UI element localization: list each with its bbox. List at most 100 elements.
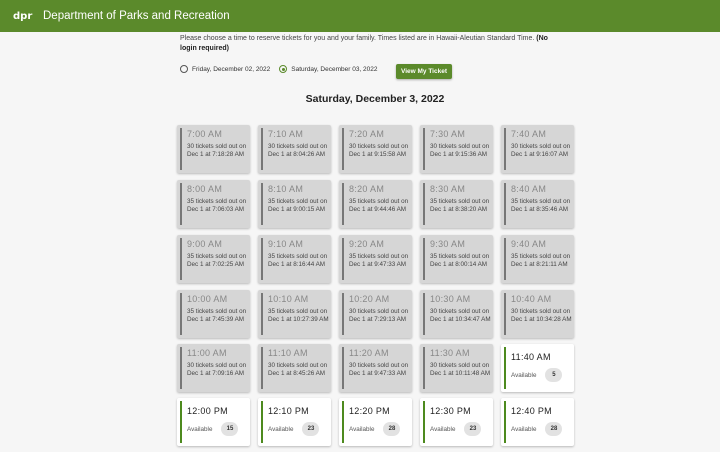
time-slot-sold-out: 9:10 AM 35 tickets sold out on Dec 1 at 8… (258, 235, 331, 283)
sold-out-info: 35 tickets sold out on Dec 1 at 8:21:11 … (511, 253, 571, 268)
available-label: Available (349, 425, 375, 433)
availability-row: Available 28 (511, 422, 574, 436)
slot-time: 8:40 AM (511, 184, 547, 194)
sold-out-info: 35 tickets sold out on Dec 1 at 8:00:14 … (430, 253, 490, 268)
sold-out-info: 35 tickets sold out on Dec 1 at 7:02:25 … (187, 253, 247, 268)
time-slot-available[interactable]: 12:30 PM Available 23 (420, 398, 493, 446)
time-slot-sold-out: 9:20 AM 35 tickets sold out on Dec 1 at 9… (339, 235, 412, 283)
view-my-ticket-button[interactable]: View My Ticket (396, 64, 452, 79)
sold-out-info: 30 tickets sold out on Dec 1 at 8:45:26 … (268, 362, 328, 377)
sold-out-info: 30 tickets sold out on Dec 1 at 10:34:28… (511, 308, 572, 323)
sold-out-info: 35 tickets sold out on Dec 1 at 8:35:46 … (511, 198, 571, 213)
slot-time: 11:20 AM (349, 348, 389, 358)
sold-out-info: 30 tickets sold out on Dec 1 at 7:18:28 … (187, 143, 247, 158)
date-selector: Friday, December 02, 2022 Saturday, Dece… (180, 65, 387, 73)
time-slot-sold-out: 7:10 AM 30 tickets sold out on Dec 1 at 8… (258, 125, 331, 173)
slot-time: 8:30 AM (430, 184, 466, 194)
sold-out-info: 30 tickets sold out on Dec 1 at 9:16:07 … (511, 143, 571, 158)
slot-time: 7:30 AM (430, 129, 466, 139)
slot-time: 11:10 AM (268, 348, 308, 358)
time-slot-sold-out: 9:00 AM 35 tickets sold out on Dec 1 at 7… (177, 235, 250, 283)
available-label: Available (187, 425, 213, 433)
date-option-label: Saturday, December 03, 2022 (291, 65, 378, 73)
sold-out-info: 30 tickets sold out on Dec 1 at 10:11:48… (430, 362, 491, 377)
time-slot-sold-out: 8:40 AM 35 tickets sold out on Dec 1 at 8… (501, 180, 574, 228)
sold-out-info: 35 tickets sold out on Dec 1 at 9:47:33 … (349, 253, 409, 268)
time-slot-sold-out: 11:10 AM 30 tickets sold out on Dec 1 at … (258, 344, 331, 392)
slot-time: 8:10 AM (268, 184, 304, 194)
dpr-logo[interactable]: dpr (13, 10, 33, 22)
time-slot-available[interactable]: 11:40 AM Available 5 (501, 344, 574, 392)
time-slot-sold-out: 8:30 AM 35 tickets sold out on Dec 1 at 8… (420, 180, 493, 228)
time-slot-sold-out: 10:10 AM 35 tickets sold out on Dec 1 at … (258, 290, 331, 338)
time-slot-available[interactable]: 12:00 PM Available 15 (177, 398, 250, 446)
date-option-label: Friday, December 02, 2022 (192, 65, 271, 73)
tickets-available-badge: 15 (221, 422, 239, 436)
time-slot-available[interactable]: 12:20 PM Available 28 (339, 398, 412, 446)
availability-row: Available 5 (511, 368, 574, 382)
tickets-available-badge: 5 (545, 368, 563, 382)
date-option-saturday[interactable]: Saturday, December 03, 2022 (279, 65, 378, 73)
slot-time: 12:00 PM (187, 406, 228, 416)
sold-out-info: 30 tickets sold out on Dec 1 at 7:09:16 … (187, 362, 247, 377)
tickets-available-badge: 23 (302, 422, 320, 436)
no-login-note: (No login required) (180, 35, 548, 52)
slot-time: 9:00 AM (187, 239, 223, 249)
slot-time: 8:00 AM (187, 184, 223, 194)
time-slot-sold-out: 11:00 AM 30 tickets sold out on Dec 1 at … (177, 344, 250, 392)
availability-row: Available 23 (268, 422, 331, 436)
sold-out-info: 30 tickets sold out on Dec 1 at 7:29:13 … (349, 308, 409, 323)
slot-time: 12:30 PM (430, 406, 471, 416)
slot-time: 12:20 PM (349, 406, 390, 416)
radio-unchecked-icon[interactable] (180, 65, 188, 73)
sold-out-info: 35 tickets sold out on Dec 1 at 8:16:44 … (268, 253, 328, 268)
time-slot-sold-out: 9:40 AM 35 tickets sold out on Dec 1 at 8… (501, 235, 574, 283)
slot-time: 7:00 AM (187, 129, 223, 139)
app-title: Department of Parks and Recreation (43, 10, 230, 22)
slot-time: 10:00 AM (187, 294, 228, 304)
slot-time: 9:10 AM (268, 239, 304, 249)
app-header: dpr Department of Parks and Recreation (0, 0, 720, 32)
selected-date-heading: Saturday, December 3, 2022 (305, 93, 445, 105)
radio-checked-icon[interactable] (279, 65, 288, 73)
slot-time: 11:30 AM (430, 348, 470, 358)
tickets-available-badge: 23 (464, 422, 482, 436)
slot-time: 9:40 AM (511, 239, 547, 249)
slot-time: 12:10 PM (268, 406, 309, 416)
slot-time: 10:40 AM (511, 294, 552, 304)
time-slot-sold-out: 10:30 AM 30 tickets sold out on Dec 1 at … (420, 290, 493, 338)
time-slot-sold-out: 8:20 AM 35 tickets sold out on Dec 1 at 9… (339, 180, 412, 228)
sold-out-info: 35 tickets sold out on Dec 1 at 10:27:39… (268, 308, 329, 323)
time-slot-available[interactable]: 12:10 PM Available 23 (258, 398, 331, 446)
time-slot-sold-out: 7:30 AM 30 tickets sold out on Dec 1 at 9… (420, 125, 493, 173)
slot-time: 9:30 AM (430, 239, 466, 249)
tickets-available-badge: 28 (545, 422, 563, 436)
date-option-friday[interactable]: Friday, December 02, 2022 (180, 65, 270, 73)
slot-time: 10:30 AM (430, 294, 471, 304)
time-slot-sold-out: 8:00 AM 35 tickets sold out on Dec 1 at 7… (177, 180, 250, 228)
sold-out-info: 30 tickets sold out on Dec 1 at 9:47:33 … (349, 362, 409, 377)
sold-out-info: 35 tickets sold out on Dec 1 at 7:06:03 … (187, 198, 247, 213)
sold-out-info: 35 tickets sold out on Dec 1 at 8:38:20 … (430, 198, 490, 213)
time-slot-sold-out: 7:40 AM 30 tickets sold out on Dec 1 at 9… (501, 125, 574, 173)
sold-out-info: 35 tickets sold out on Dec 1 at 9:00:15 … (268, 198, 328, 213)
time-slot-sold-out: 11:20 AM 30 tickets sold out on Dec 1 at … (339, 344, 412, 392)
sold-out-info: 30 tickets sold out on Dec 1 at 8:04:26 … (268, 143, 328, 158)
available-label: Available (511, 371, 537, 379)
time-slot-sold-out: 9:30 AM 35 tickets sold out on Dec 1 at 8… (420, 235, 493, 283)
slot-time: 9:20 AM (349, 239, 385, 249)
slot-time: 8:20 AM (349, 184, 385, 194)
time-slot-sold-out: 10:00 AM 35 tickets sold out on Dec 1 at … (177, 290, 250, 338)
slot-time: 10:10 AM (268, 294, 309, 304)
time-slot-sold-out: 10:20 AM 30 tickets sold out on Dec 1 at … (339, 290, 412, 338)
slot-time: 7:10 AM (268, 129, 304, 139)
time-slot-sold-out: 7:20 AM 30 tickets sold out on Dec 1 at 9… (339, 125, 412, 173)
slot-time: 7:20 AM (349, 129, 385, 139)
slot-time: 11:00 AM (187, 348, 227, 358)
time-slot-sold-out: 10:40 AM 30 tickets sold out on Dec 1 at … (501, 290, 574, 338)
slot-time: 12:40 PM (511, 406, 552, 416)
available-label: Available (511, 425, 537, 433)
time-slot-available[interactable]: 12:40 PM Available 28 (501, 398, 574, 446)
instructions-text: Please choose a time to reserve tickets … (180, 35, 537, 42)
sold-out-info: 30 tickets sold out on Dec 1 at 9:15:58 … (349, 143, 409, 158)
